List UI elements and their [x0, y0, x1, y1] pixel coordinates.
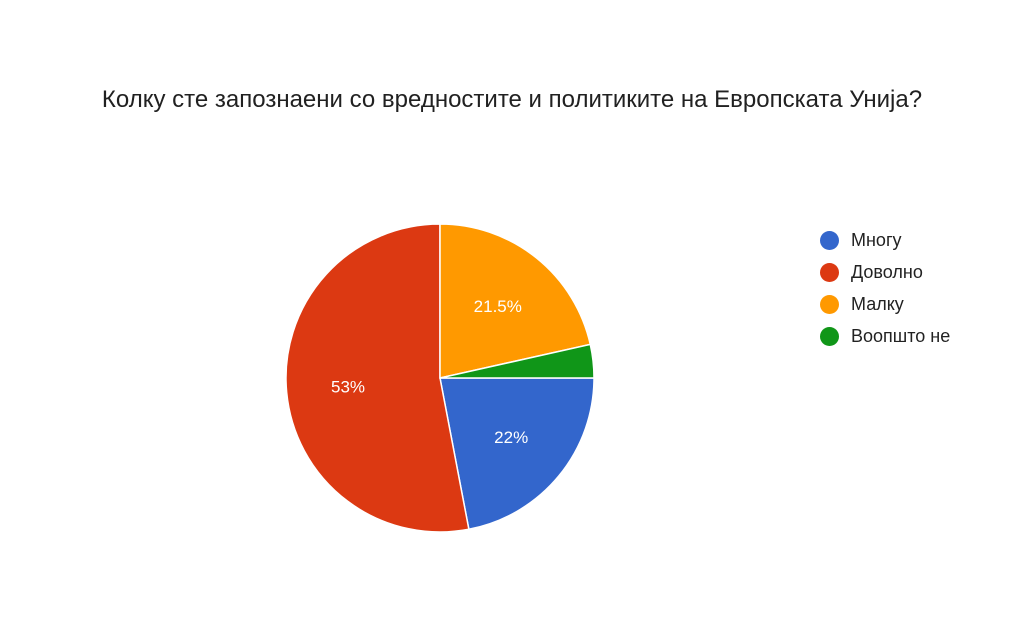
legend-item-voopshto-ne[interactable]: Воопшто не: [820, 320, 950, 352]
legend-item-mnogu[interactable]: Многу: [820, 224, 950, 256]
pie-slice-malku[interactable]: [439, 223, 592, 379]
legend-swatch: [820, 262, 839, 282]
legend-swatch: [820, 230, 839, 250]
legend-swatch: [820, 326, 839, 346]
slice-label-malku: 21.5%: [474, 297, 522, 316]
legend-item-dovolno[interactable]: Доволно: [820, 256, 950, 288]
pie-slice-voopshto-ne[interactable]: [439, 343, 595, 379]
legend-label: Воопшто не: [851, 325, 951, 346]
legend-label: Многу: [851, 229, 902, 250]
slice-label-mnogu: 22%: [494, 428, 528, 447]
chart-legend: Многу Доволно Малку Воопшто не: [820, 224, 950, 352]
slice-label-dovolno: 53%: [331, 378, 365, 397]
legend-label: Доволно: [851, 261, 923, 282]
pie-slice-mnogu[interactable]: [439, 377, 595, 531]
chart-title: Колку сте запознаени со вредностите и по…: [101, 86, 923, 113]
legend-swatch: [820, 294, 839, 314]
pie-slice-dovolno[interactable]: [285, 223, 470, 533]
legend-item-malku[interactable]: Малку: [820, 288, 950, 320]
legend-label: Малку: [851, 293, 904, 314]
